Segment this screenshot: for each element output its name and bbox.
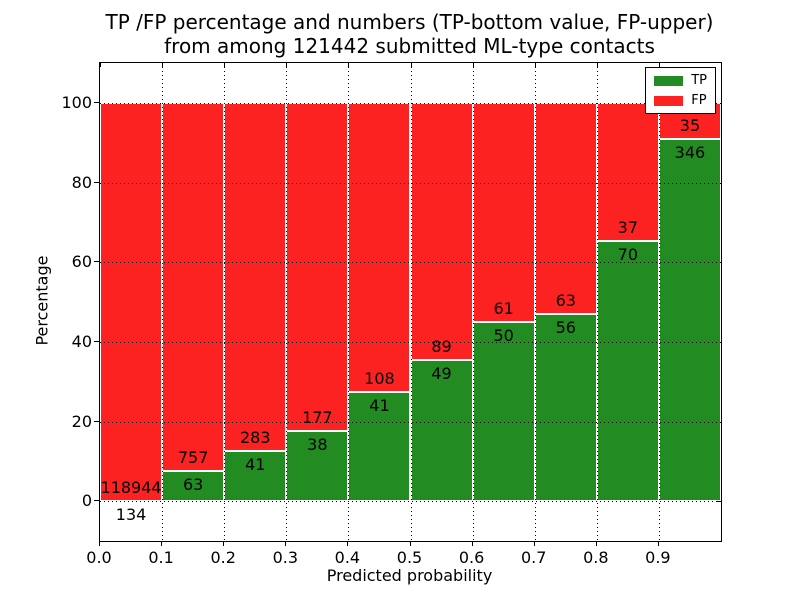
y-tick [94,500,99,502]
tp-count-label: 50 [493,325,514,345]
legend: TP FP [645,67,716,114]
fp-count-label: 61 [493,298,514,318]
tp-count-label: 41 [245,454,266,474]
fp-count-label: 89 [431,336,452,356]
x-tick-label: 0.9 [645,548,671,567]
y-tick [94,420,99,422]
x-tick-label: 0.8 [583,548,609,567]
fp-count-label: 108 [364,368,395,388]
y-tick [94,101,99,103]
y-tick-label: 20 [71,411,92,431]
x-gridline [472,63,474,541]
bar-segment-tp [472,321,535,502]
x-tick [533,541,535,546]
x-tick-label: 0.1 [148,548,174,567]
tp-count-label: 70 [617,244,639,264]
legend-item-fp: FP [654,93,707,108]
x-tick [657,541,659,546]
tp-legend-label: TP [691,73,707,88]
x-tick [347,541,349,546]
fp-count-label: 757 [177,447,209,467]
fp-count-label: 283 [239,427,271,447]
y-tick-label: 100 [61,92,92,112]
x-tick [161,541,163,546]
tp-count-label: 41 [369,395,390,415]
tp-count-label: 63 [182,474,204,494]
x-tick [99,541,100,546]
fp-count-label: 118944 [100,477,162,497]
x-tick-label: 0.3 [272,548,299,567]
x-tick-top [100,63,101,67]
y-tick-label: 0 [81,491,92,511]
chart-title-line2: from among 121442 submitted ML-type cont… [164,34,655,58]
bar-segment-fp [348,102,411,392]
y-tick-label: 40 [71,331,92,351]
bar-segment-fp [162,102,225,471]
x-tick-label: 0.2 [210,548,236,567]
fp-legend-label: FP [691,93,707,108]
x-gridline [286,63,288,541]
x-tick-label: 0.6 [458,548,485,567]
y-tick [94,340,99,342]
bar-segment-fp [534,102,597,314]
x-gridline [534,63,536,541]
y-tick-label: 80 [71,172,92,192]
bar-segment-fp [410,102,473,360]
bar-segment-fp [472,102,535,322]
x-tick [471,541,473,546]
x-gridline [224,63,226,541]
tp-legend-swatch [654,75,684,86]
tp-count-label: 346 [674,143,706,163]
y-axis-label: Percentage [32,255,52,346]
plot-area: TP FP 118944 134 757 63 283 41 177 38 108 41 89 49 6… [99,62,722,542]
bar-segment-fp [286,102,349,431]
tp-count-label: 49 [431,363,452,383]
x-gridline [596,63,598,541]
fp-count-label: 63 [555,290,576,310]
x-gridline [658,63,660,541]
x-tick-label: 0.0 [86,548,112,567]
x-tick-label: 0.5 [396,548,423,567]
x-tick-label: 0.4 [334,548,361,567]
fp-legend-swatch [654,95,684,106]
x-tick [223,541,225,546]
bar-segment-fp [596,102,659,241]
fp-count-label: 35 [679,116,701,136]
fp-count-label: 37 [617,217,639,237]
x-tick [409,541,411,546]
tp-count-label: 38 [307,434,328,454]
fp-count-label: 177 [302,407,333,427]
legend-item-tp: TP [654,73,707,88]
bar-segment-tp [534,313,597,502]
y-tick-label: 60 [71,252,92,272]
tp-count-label: 56 [555,317,576,337]
x-gridline [410,63,412,541]
bar-segment-tp [162,470,225,502]
x-gridline [162,63,164,541]
tp-count-label: 134 [115,504,147,524]
chart-title-line1: TP /FP percentage and numbers (TP-bottom… [105,10,714,34]
bar-segment-tp [658,139,721,502]
bar-segment-tp [596,240,659,502]
x-tick [285,541,287,546]
y-tick [94,261,99,263]
x-tick-label: 0.7 [520,548,547,567]
bar-segment-fp [100,102,163,501]
x-gridline [348,63,350,541]
bar-segment-tp [348,391,411,502]
y-tick [94,181,99,183]
x-tick [595,541,597,546]
x-axis-label: Predicted probability [326,566,493,585]
bar-segment-tp [286,430,349,502]
bar-segment-fp [224,102,287,451]
